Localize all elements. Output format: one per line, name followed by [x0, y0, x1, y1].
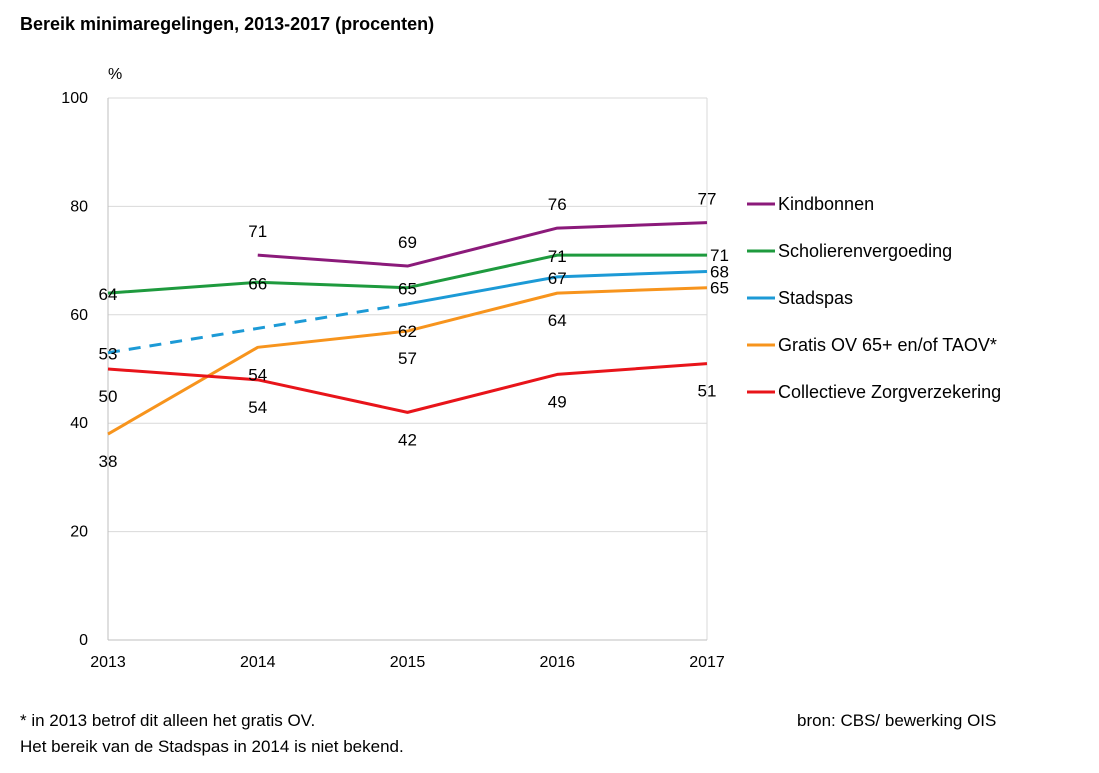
y-axis-unit-label: %	[108, 66, 122, 83]
source-note: bron: CBS/ bewerking OIS	[797, 711, 997, 730]
series-line-0	[257, 221, 708, 268]
data-label: 54	[248, 365, 267, 384]
data-label: 54	[248, 398, 267, 417]
x-tick-label: 2013	[90, 654, 126, 671]
legend-label: Gratis OV 65+ en/of TAOV*	[778, 335, 997, 355]
y-tick-label: 80	[70, 198, 88, 215]
x-tick-label: 2016	[539, 654, 575, 671]
data-label: 50	[99, 387, 118, 406]
data-label: 67	[548, 269, 567, 288]
legend-label: Scholierenvergoeding	[778, 241, 952, 261]
data-labels: 71 69 76 77 64 66 65 71 71 53 62 67 68 38 54 57 64 65 50 54…	[99, 190, 729, 471]
footnote-ov: * in 2013 betrof dit alleen het gratis O…	[20, 711, 316, 730]
data-label: 76	[548, 195, 567, 214]
data-label: 77	[698, 190, 717, 209]
data-label: 42	[398, 430, 417, 449]
footnote-stadspas: Het bereik van de Stadspas in 2014 is ni…	[20, 737, 404, 756]
series-line-4	[107, 362, 708, 414]
data-label: 62	[398, 322, 417, 341]
y-axis: 0 20 40 60 80 100%	[61, 66, 122, 649]
data-label: 66	[248, 274, 267, 293]
data-label: 51	[698, 382, 717, 401]
y-tick-label: 0	[79, 632, 88, 649]
series-dashed-segment-2	[107, 302, 408, 355]
data-label: 57	[398, 349, 417, 368]
legend-label: Collectieve Zorgverzekering	[778, 382, 1001, 402]
data-label: 49	[548, 392, 567, 411]
x-tick-label: 2015	[390, 654, 426, 671]
data-label: 71	[248, 222, 267, 241]
data-label: 64	[548, 311, 567, 330]
y-tick-label: 100	[61, 90, 88, 107]
x-tick-label: 2014	[240, 654, 276, 671]
data-label: 64	[99, 285, 118, 304]
chart-title: Bereik minimaregelingen, 2013-2017 (proc…	[20, 14, 435, 34]
x-tick-label: 2017	[689, 654, 725, 671]
data-label: 71	[548, 247, 567, 266]
series-lines	[107, 221, 708, 436]
legend-label: Stadspas	[778, 288, 853, 308]
data-label: 69	[398, 233, 417, 252]
data-label: 68	[710, 262, 729, 281]
y-tick-label: 20	[70, 524, 88, 541]
data-label: 53	[99, 345, 118, 364]
x-axis: 2013 2014 2015 2016 2017	[90, 639, 725, 671]
y-tick-label: 40	[70, 415, 88, 432]
y-tick-label: 60	[70, 307, 88, 324]
data-label: 65	[710, 279, 729, 298]
data-label: 71	[710, 246, 729, 265]
legend-label: Kindbonnen	[778, 194, 874, 214]
data-label: 65	[398, 280, 417, 299]
data-label: 38	[99, 452, 118, 471]
legend: Kindbonnen Scholierenvergoeding Stadspas Gr…	[747, 194, 1001, 402]
